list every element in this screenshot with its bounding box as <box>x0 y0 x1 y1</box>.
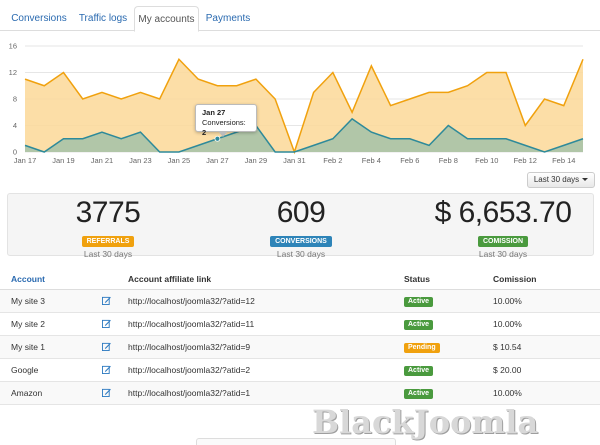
tooltip-value: 2 <box>202 128 207 137</box>
tab-conversions[interactable]: Conversions <box>11 13 67 24</box>
table-row: Google http://localhost/joomla32/?atid=2 A… <box>0 359 600 382</box>
series-line-0 <box>24 57 584 155</box>
account-name: My site 2 <box>11 319 46 329</box>
table-row: My site 3 http://localhost/joomla32/?atid… <box>0 290 600 313</box>
header-account[interactable]: Account <box>11 274 45 284</box>
affiliate-link[interactable]: http://localhost/joomla32/?atid=1 <box>128 388 251 398</box>
edit-icon[interactable] <box>102 359 111 382</box>
account-name: Amazon <box>11 388 43 398</box>
x-tick-label: Feb 6 <box>400 156 419 165</box>
caret-down-icon <box>582 178 589 182</box>
status-badge: Active <box>404 365 434 376</box>
header-status: Status <box>404 274 430 284</box>
date-range-dropdown[interactable]: Last 30 days <box>527 172 595 188</box>
series-area-1 <box>25 118 583 152</box>
affiliate-link[interactable]: http://localhost/joomla32/?atid=2 <box>128 365 251 375</box>
header-comission: Comission <box>493 274 537 284</box>
comission-value: $ 20.00 <box>493 365 522 375</box>
comission-value: 10.00% <box>493 388 522 398</box>
stat-sub: Last 30 days <box>276 249 326 259</box>
stat-value: 609 <box>276 196 326 229</box>
affiliate-link[interactable]: http://localhost/joomla32/?atid=11 <box>128 319 255 329</box>
stat-value: 3775 <box>75 196 141 229</box>
status-cell: Pending <box>404 336 440 359</box>
edit-icon[interactable] <box>102 336 111 359</box>
tab-bar: Conversions Traffic logs My accounts Pay… <box>0 0 600 32</box>
status-badge: Active <box>404 319 434 330</box>
status-cell: Active <box>404 382 434 405</box>
status-badge: Active <box>404 296 434 307</box>
x-tick-label: Jan 21 <box>91 156 114 165</box>
x-tick-label: Jan 27 <box>206 156 229 165</box>
tooltip-label: Conversions: <box>202 118 246 127</box>
tab-my-accounts[interactable]: My accounts <box>134 6 199 32</box>
stat-sub: Last 30 days <box>478 249 528 259</box>
stat-comission: $ 6,653.70 COMISSION Last 30 days <box>418 196 588 260</box>
x-tick-label: Feb 4 <box>362 156 381 165</box>
stat-conversions: 609 CONVERSIONS Last 30 days <box>251 196 351 260</box>
accounts-table: Account Account affiliate link Status Co… <box>0 268 600 405</box>
chart-tooltip: Jan 27 Conversions: 2 <box>195 104 257 137</box>
tooltip-title: Jan 27 <box>202 108 226 117</box>
bottom-panel-edge <box>196 438 396 445</box>
comission-value: 10.00% <box>493 296 522 306</box>
tooltip-point <box>214 135 221 142</box>
series-line-1 <box>24 117 584 153</box>
series-area-0 <box>25 59 583 152</box>
status-badge: Pending <box>404 342 440 353</box>
table-row: My site 1 http://localhost/joomla32/?atid… <box>0 336 600 359</box>
table-header: Account Account affiliate link Status Co… <box>0 268 600 290</box>
referrals-conversions-chart: 0 4 8 12 16 Jan 17 Jan 19 Jan 21 Jan 23 Jan 25 Jan… <box>0 36 600 168</box>
status-cell: Active <box>404 359 434 382</box>
stats-panel: 3775 REFERRALS Last 30 days 609 CONVERSI… <box>7 193 594 259</box>
header-link: Account affiliate link <box>128 274 212 284</box>
x-tick-label: Feb 12 <box>514 156 537 165</box>
y-tick-label: 0 <box>13 148 17 157</box>
date-range-label: Last 30 days <box>533 175 580 184</box>
affiliate-link[interactable]: http://localhost/joomla32/?atid=12 <box>128 296 255 306</box>
stat-value: $ 6,653.70 <box>434 196 572 229</box>
stat-badge: COMISSION <box>477 236 529 247</box>
x-tick-label: Jan 25 <box>168 156 191 165</box>
comission-value: $ 10.54 <box>493 342 522 352</box>
edit-icon[interactable] <box>102 290 111 313</box>
tab-payments[interactable]: Payments <box>205 13 251 24</box>
status-cell: Active <box>404 290 434 313</box>
status-cell: Active <box>404 313 434 336</box>
y-tick-label: 8 <box>13 95 17 104</box>
table-row: Amazon http://localhost/joomla32/?atid=1 A… <box>0 382 600 405</box>
table-row: My site 2 http://localhost/joomla32/?atid… <box>0 313 600 336</box>
tab-traffic-logs[interactable]: Traffic logs <box>78 13 128 24</box>
edit-icon[interactable] <box>102 313 111 336</box>
account-name: Google <box>11 365 39 375</box>
stat-referrals: 3775 REFERRALS Last 30 days <box>58 196 158 260</box>
edit-icon[interactable] <box>102 382 111 405</box>
account-name: My site 1 <box>11 342 46 352</box>
account-name: My site 3 <box>11 296 46 306</box>
watermark-logo: BlackJoomla <box>312 403 539 441</box>
stat-sub: Last 30 days <box>83 249 133 259</box>
status-badge: Active <box>404 388 434 399</box>
y-tick-label: 16 <box>9 42 17 51</box>
x-tick-label: Feb 14 <box>552 156 575 165</box>
chart-svg: 0 4 8 12 16 Jan 17 Jan 19 Jan 21 Jan 23 Jan 25 Jan… <box>9 42 584 165</box>
x-tick-label: Jan 19 <box>52 156 75 165</box>
comission-value: 10.00% <box>493 319 522 329</box>
affiliate-link[interactable]: http://localhost/joomla32/?atid=9 <box>128 342 251 352</box>
x-tick-label: Feb 8 <box>439 156 458 165</box>
stat-badge: CONVERSIONS <box>270 236 332 247</box>
x-tick-label: Jan 29 <box>245 156 268 165</box>
x-tick-label: Jan 17 <box>14 156 37 165</box>
x-tick-label: Feb 10 <box>475 156 498 165</box>
table-body: My site 3 http://localhost/joomla32/?atid… <box>0 290 600 405</box>
y-tick-label: 12 <box>9 68 17 77</box>
x-tick-label: Feb 2 <box>323 156 342 165</box>
x-tick-label: Jan 23 <box>129 156 152 165</box>
stat-badge: REFERRALS <box>81 236 135 247</box>
y-tick-label: 4 <box>13 121 17 130</box>
x-tick-label: Jan 31 <box>283 156 306 165</box>
